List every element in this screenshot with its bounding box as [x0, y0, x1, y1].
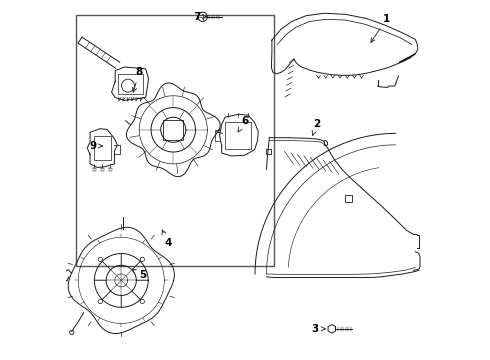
- Text: 5: 5: [132, 270, 147, 280]
- Bar: [118, 74, 143, 94]
- Bar: [163, 120, 183, 140]
- Bar: [345, 195, 352, 202]
- Text: 7: 7: [193, 12, 206, 22]
- Text: 3: 3: [311, 324, 325, 334]
- Bar: [225, 122, 251, 149]
- Text: 9: 9: [89, 141, 102, 151]
- Text: 6: 6: [238, 116, 248, 132]
- Text: 2: 2: [312, 120, 320, 135]
- Bar: [266, 149, 271, 154]
- Bar: [94, 136, 111, 160]
- Text: 8: 8: [132, 67, 143, 92]
- Bar: [76, 15, 274, 266]
- Text: 1: 1: [371, 14, 390, 42]
- Text: 4: 4: [162, 230, 171, 248]
